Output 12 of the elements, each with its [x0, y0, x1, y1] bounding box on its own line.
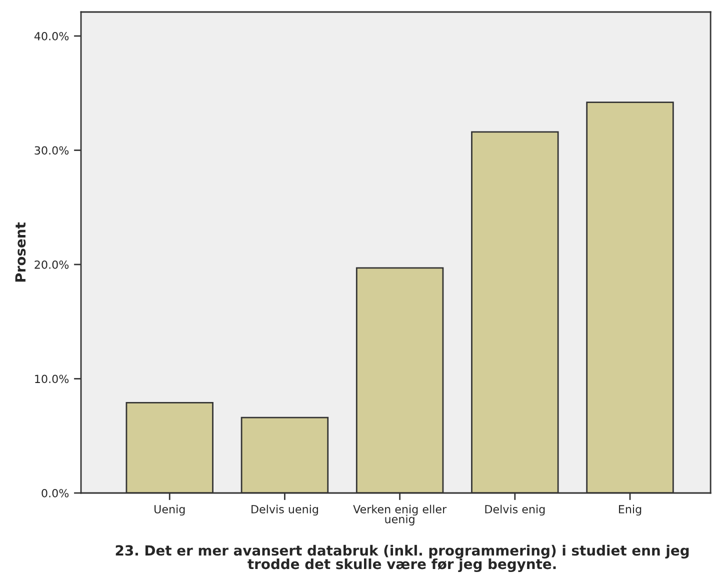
x-tick-label: Enig [618, 504, 642, 516]
x-tick-label: Delvis uenig [252, 504, 318, 516]
y-tick-label: 10.0% [35, 374, 69, 384]
y-axis-title: Prosent [15, 222, 26, 282]
y-tick-label: 20.0% [34, 260, 69, 269]
y-tick-label: 30.0% [34, 146, 69, 155]
y-tick-label: 0.0% [42, 488, 69, 498]
x-tick-label: Verken enig eller uenig [353, 504, 447, 526]
x-tick-label: Uenig [154, 504, 185, 516]
x-axis-title: 23. Det er mer avansert databruk (inkl. programmering) i studiet enn jeg trodde det skulle være før jeg begynte. [116, 544, 689, 572]
y-tick-label: 40.0% [34, 32, 69, 40]
x-tick-label: Delvis enig [485, 504, 545, 516]
